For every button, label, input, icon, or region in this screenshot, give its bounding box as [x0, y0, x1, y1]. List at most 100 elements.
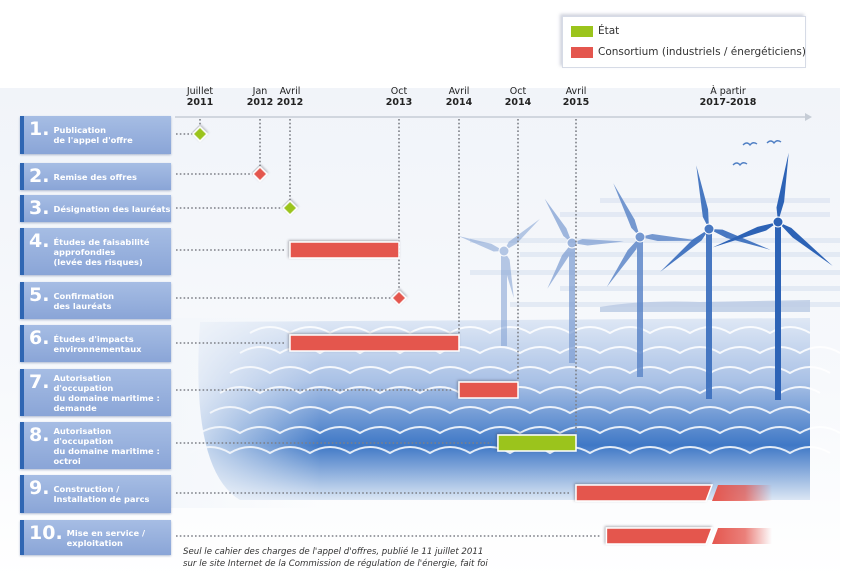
step-label: Construction / Installation de parcs [53, 484, 150, 504]
milestone-1 [191, 125, 209, 143]
tick-label: Jan 2012 [247, 86, 273, 108]
step-1: 1. Publication de l'appel d'offre [20, 116, 171, 154]
tick-label-period: Oct [509, 86, 527, 97]
milestone-2 [251, 165, 269, 183]
sky-stripe [470, 270, 840, 275]
wind-turbine [606, 183, 700, 377]
bar-10 [605, 527, 714, 545]
turbine-hub [772, 216, 784, 228]
turbine-hub [566, 237, 578, 249]
bar-7 [458, 381, 519, 399]
tick-label: Avril 2014 [446, 86, 472, 108]
legend-item-consortium: Consortium (industriels / énergéticiens) [571, 46, 806, 58]
tick-label-period: À partir [710, 86, 746, 97]
turbine-blade [458, 235, 504, 252]
tick-label-year: 2017-2018 [699, 97, 757, 108]
step-label: Confirmation des lauréats [53, 290, 115, 311]
sky-stripe [560, 286, 840, 291]
legend-swatch-consortium [571, 46, 593, 58]
tick-label-period: Oct [390, 86, 408, 97]
step-label: Autorisation d'occupation du domaine mar… [53, 425, 160, 466]
step-label: Désignation des lauréats [53, 203, 171, 214]
step-label: Publication de l'appel d'offre [53, 125, 133, 145]
tick-label-period: Avril [565, 86, 587, 97]
sea-body [198, 318, 810, 500]
sky-stripes [470, 198, 840, 312]
tick-label: Avril 2015 [563, 86, 589, 108]
step-5: 5. Confirmation des lauréats [20, 282, 171, 319]
tick-label-year: 2011 [186, 97, 214, 108]
turbine-blade [660, 229, 709, 272]
turbine-blade [547, 243, 572, 289]
sky-stripe [560, 212, 830, 217]
turbine-hub [498, 245, 510, 257]
step-number: 8. [29, 424, 50, 446]
turbine-blade [696, 165, 709, 229]
turbine-tower [775, 222, 781, 400]
turbine-blade [709, 229, 771, 250]
tick-label-year: 2015 [562, 97, 590, 108]
timeline-guides [199, 119, 577, 436]
step-10: 10. Mise en service / exploitation [20, 520, 171, 555]
wind-turbine [660, 165, 771, 399]
turbine-hub [703, 223, 715, 235]
wave-line [229, 366, 831, 375]
distant-coast [600, 300, 810, 312]
axis-arrow-icon [805, 113, 812, 121]
tick-label: À partir 2017-2018 [700, 86, 757, 108]
tick-label-year: 2012 [276, 97, 304, 108]
tick-label-year: 2013 [385, 97, 413, 108]
step-number: 3. [29, 197, 50, 219]
step-number: 4. [29, 230, 50, 252]
tick-label-year: 2014 [504, 97, 532, 108]
wind-turbine [458, 218, 540, 346]
step-number: 2. [29, 165, 50, 187]
turbine-blade [544, 198, 572, 243]
task-marks [176, 125, 772, 545]
tick-label-period: Avril [448, 86, 470, 97]
step-7: 7. Autorisation d'occupation du domaine m… [20, 369, 171, 416]
milestone-3 [281, 199, 299, 217]
step-label: Mise en service / exploitation [66, 527, 146, 548]
tick-label: Oct 2013 [386, 86, 412, 108]
tick-label-period: Avril [279, 86, 301, 97]
bird-icon [742, 142, 758, 147]
legend-label: État [598, 25, 620, 37]
bar-continuation-9 [712, 485, 772, 501]
tick-label: Oct 2014 [505, 86, 531, 108]
step-label: Études de faisabilité approfondies (levé… [53, 236, 150, 267]
legend: État Consortium (industriels / énergétic… [562, 16, 806, 68]
turbine-blade [606, 237, 640, 288]
step-number: 5. [29, 284, 50, 306]
step-number: 6. [29, 327, 50, 349]
tick-label-year: 2014 [445, 97, 473, 108]
turbine-blade [504, 218, 540, 251]
wind-turbine [712, 152, 833, 400]
bar-6 [289, 334, 460, 352]
bar-9 [575, 484, 714, 502]
tick-label: Juillet 2011 [187, 86, 213, 108]
bar-4 [289, 241, 400, 259]
turbine-blade [778, 222, 833, 266]
turbine-tower [706, 229, 712, 399]
wind-turbine [544, 198, 624, 363]
turbine-tower [569, 243, 575, 363]
turbine-blade [504, 251, 514, 299]
tick-label-year: 2012 [246, 97, 274, 108]
turbine-tower [501, 251, 507, 346]
bird-icon [766, 140, 782, 145]
step-number: 9. [29, 477, 50, 499]
sky-stripe [600, 198, 830, 203]
step-8: 8. Autorisation d'occupation du domaine m… [20, 422, 171, 469]
tick-label-period: Jan [252, 86, 268, 97]
time-axis [175, 113, 812, 121]
wave-line [249, 326, 811, 335]
step-label: Remise des offres [53, 171, 137, 182]
step-9: 9. Construction / Installation de parcs [20, 475, 171, 513]
bar-8 [497, 434, 577, 452]
step-6: 6. Études d'impacts environnementaux [20, 325, 171, 362]
step-number: 7. [29, 371, 50, 393]
turbine-tower [637, 237, 643, 377]
sky-stripe [470, 238, 840, 243]
